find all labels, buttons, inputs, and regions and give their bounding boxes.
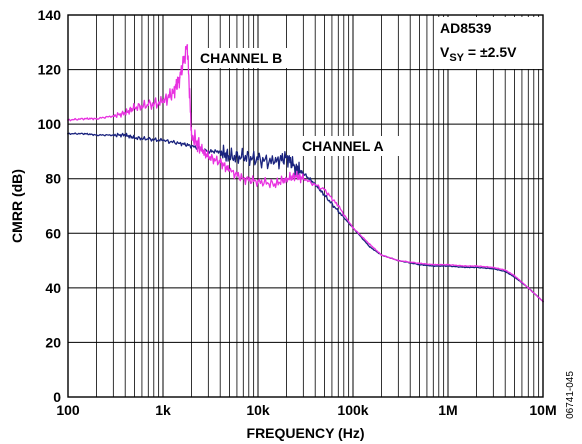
channel-a-label-background [298,136,402,156]
channel-b-point [186,44,189,46]
channel-a-label: CHANNEL A [302,138,384,154]
x-axis-title: FREQUENCY (Hz) [247,425,365,441]
part-number-label: AD8539 [440,20,492,36]
supply-v: V [440,44,450,60]
channel-b-point [492,266,495,269]
channel-a-point [95,134,98,136]
channel-b-point [228,169,231,172]
channel-b-point [207,155,210,158]
channel-a-point [432,265,435,267]
channel-b-point [257,180,259,183]
channel-a-point [492,267,495,270]
channel-a-point [83,132,86,135]
data-series [67,44,544,303]
annotations: CHANNEL B CHANNEL A AD8539 VSY = ±2.5V [196,17,541,156]
channel-b-point [294,175,297,177]
x-tick-label: 1M [438,402,457,418]
channel-a-point [242,155,245,158]
plot-frame [67,14,544,398]
channel-b-point [133,106,136,109]
channel-a-point [257,158,259,161]
channel-b-point [124,112,127,115]
channel-b-point [513,274,516,277]
supply-value: = ±2.5V [464,44,517,60]
y-tick-label: 140 [38,7,62,23]
x-tick-label: 10M [529,402,556,418]
tick-labels: 100 1k 10k 100k 1M 10M 0 20 40 60 80 100 120 140 [38,7,557,418]
channel-a-point [368,246,371,248]
channel-b-point [147,104,150,106]
channel-a-point [162,139,164,142]
x-tick-label: 1k [155,402,171,418]
y-tick-label: 120 [38,62,62,78]
channel-b-label: CHANNEL B [200,50,282,66]
channel-b-point [352,226,354,229]
channel-b-point [83,117,86,120]
channel-a-point [219,150,222,153]
figure-id: 06741-045 [565,371,576,419]
channel-b-point [527,286,530,289]
channel-a-point [190,145,193,147]
channel-a-point [124,134,127,136]
y-tick-label: 0 [53,389,61,405]
channel-b-point [178,76,181,79]
channel-b-line [67,44,544,302]
channel-b-label-background [196,48,300,68]
channel-b-point [380,254,383,257]
y-axis-title: CMRR (dB) [9,169,25,243]
channel-b-point [302,177,305,180]
channel-a-point [475,266,478,269]
channel-a-point [463,266,466,269]
channel-b-point [432,263,435,266]
x-tick-label: 100 [56,402,80,418]
channel-b-point [172,90,175,93]
channel-a-line [67,132,544,302]
channel-a-point [112,134,115,136]
y-tick-label: 40 [45,280,61,296]
y-tick-label: 20 [45,334,61,350]
channel-b-point [219,161,222,164]
y-tick-label: 60 [45,225,61,241]
channel-b-point [112,115,115,117]
channel-a-point [133,136,136,139]
channel-b-point [323,188,326,191]
x-tick-label: 10k [246,402,270,418]
channel-b-point [368,243,371,246]
channel-b-point [242,177,245,180]
channel-a-point [178,142,181,145]
channel-a-point [294,166,297,169]
supply-voltage-label: VSY = ±2.5V [440,44,517,64]
y-tick-label: 80 [45,171,61,187]
channel-a-point [337,210,340,213]
channel-a-point [447,265,449,267]
supply-subscript: SY [449,52,464,64]
channel-a-point [285,155,288,158]
y-tick-label: 100 [38,116,62,132]
channel-b-point [190,134,193,136]
channel-b-point [475,265,478,267]
channel-a-point [147,138,150,141]
channel-b-point [418,262,421,265]
channel-b-point [463,265,466,267]
channel-b-point [447,263,449,266]
channel-b-point [95,117,98,120]
channel-b-point [199,147,202,150]
part-info-background [436,17,541,69]
channel-b-point [504,269,507,272]
channel-a-point [273,161,276,164]
channel-a-point [323,194,326,196]
channel-b-point [162,101,164,104]
channel-a-point [228,155,231,158]
channel-a-point [418,263,421,266]
x-tick-label: 100k [337,402,368,418]
channel-b-point [285,177,288,180]
channel-b-point [273,183,276,186]
channel-b-point [337,205,340,207]
grid-lines [67,14,543,398]
channel-b-point [397,259,400,262]
